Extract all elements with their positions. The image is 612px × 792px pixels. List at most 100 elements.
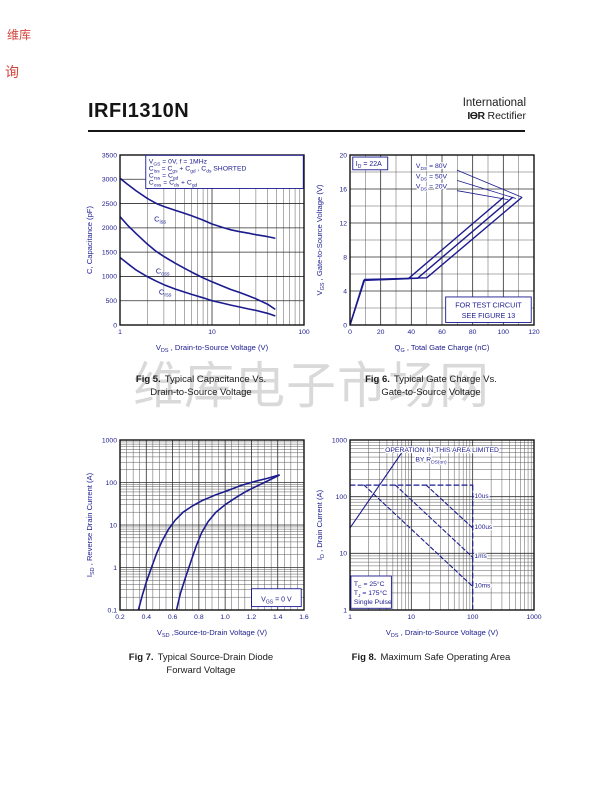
series-rdson-limit [350, 452, 403, 529]
svg-text:TJ = 175°C: TJ = 175°C [354, 589, 387, 599]
fig5-caption: Fig 5. Typical Capacitance Vs. Drain-to-S… [135, 374, 267, 398]
svg-text:0.1: 0.1 [108, 607, 118, 614]
plot-frame [119, 439, 305, 611]
svg-text:0.4: 0.4 [142, 614, 152, 621]
svg-text:10: 10 [208, 329, 216, 336]
svg-text:0: 0 [113, 322, 117, 329]
svg-text:0: 0 [348, 329, 352, 336]
series-VDS=80V [350, 196, 523, 325]
svg-text:ID = 22A: ID = 22A [356, 161, 382, 170]
svg-text:16: 16 [339, 186, 347, 193]
chart-label: Coss [156, 267, 170, 278]
site-watermark: 维库电子市场网 [133, 357, 490, 415]
svg-text:8: 8 [343, 254, 347, 261]
svg-text:2500: 2500 [102, 201, 117, 208]
svg-text:1000: 1000 [102, 274, 117, 281]
svg-text:3000: 3000 [102, 177, 117, 184]
fig6-label: Fig 6. [365, 374, 390, 385]
svg-text:SEE FIGURE 13: SEE FIGURE 13 [462, 311, 516, 320]
chart-label: 10us [475, 493, 490, 500]
svg-text:1000: 1000 [332, 437, 347, 444]
header-rule [88, 130, 525, 132]
svg-text:0: 0 [343, 322, 347, 329]
svg-text:VGS = 0V, f = 1MHz: VGS = 0V, f = 1MHz [149, 159, 208, 168]
fig7-label: Fig 7. [128, 652, 154, 663]
svg-text:4: 4 [343, 288, 347, 295]
svg-text:1.4: 1.4 [273, 614, 283, 621]
svg-text:10: 10 [109, 522, 117, 529]
series [350, 169, 523, 325]
chart-label: VDS = 50V [416, 173, 448, 182]
svg-text:10: 10 [339, 551, 347, 558]
svg-text:40: 40 [408, 329, 416, 336]
series-10ms-limit [363, 484, 474, 588]
series-Ciss [120, 177, 276, 239]
series-TJ-25C [175, 474, 280, 610]
svg-text:TC = 25°C: TC = 25°C [354, 580, 385, 590]
series-Coss [120, 215, 276, 310]
brand-international: International [462, 97, 526, 109]
svg-text:1: 1 [118, 329, 122, 336]
svg-text:1.2: 1.2 [247, 614, 257, 621]
annotation-box: ID = 22A [352, 156, 389, 171]
series-leader-50V [456, 180, 517, 199]
svg-text:60: 60 [438, 329, 446, 336]
svg-text:500: 500 [106, 298, 118, 305]
series-leader-20V [456, 190, 509, 200]
svg-text:1.0: 1.0 [220, 614, 230, 621]
x-axis-title: VSD ,Source-to-Drain Voltage (V) [157, 628, 268, 639]
ir-logo: International IƟR Rectifier [463, 97, 526, 123]
svg-text:Ciss = Cgs + Cgd , Cds SHORT: Ciss = Cgs + Cgd , Cds SHORTED [149, 166, 247, 175]
svg-text:FOR TEST CIRCUIT: FOR TEST CIRCUIT [455, 301, 522, 310]
ior-logo-mark: IƟR [467, 110, 485, 122]
svg-text:1: 1 [348, 614, 352, 621]
y-axis-title: C, Capacitance (pF) [85, 206, 94, 274]
grid [119, 439, 305, 611]
y-axis-title: VGS , Gate-to-Source Voltage (V) [315, 184, 326, 295]
x-axis-title: VDS , Drain-to-Source Voltage (V) [156, 343, 269, 354]
red-stamp-bottom: 询 [5, 65, 19, 81]
series-1ms-limit [394, 484, 474, 558]
svg-text:VGS = 0 V: VGS = 0 V [261, 596, 292, 605]
svg-text:1.6: 1.6 [299, 614, 309, 621]
svg-text:100: 100 [336, 494, 348, 501]
chart-label: 10ms [475, 583, 492, 590]
chart-label: 100us [475, 524, 493, 531]
svg-text:80: 80 [469, 329, 477, 336]
chart-label: VDS = 80V [416, 163, 448, 172]
chart-label: BY RDS(on) [415, 456, 447, 465]
fig5-label: Fig 5. [135, 374, 161, 385]
svg-text:0.6: 0.6 [168, 614, 178, 621]
svg-text:12: 12 [339, 220, 347, 227]
svg-text:1: 1 [113, 565, 117, 572]
fig7-caption: Fig 7. Typical Source-Drain Diode Forward… [128, 652, 274, 676]
fig8-label: Fig 8. [351, 652, 377, 663]
svg-text:120: 120 [528, 329, 540, 336]
svg-text:100: 100 [106, 480, 118, 487]
svg-text:100: 100 [498, 329, 510, 336]
y-axis-title: ISD , Reverse Drain Current (A) [85, 472, 96, 577]
svg-text:1000: 1000 [526, 614, 541, 621]
chart-label: 1ms [475, 553, 488, 560]
chart-label: Crss [159, 287, 172, 298]
red-stamp-top: 维库 [7, 28, 32, 42]
svg-text:0.2: 0.2 [115, 614, 125, 621]
series [120, 177, 276, 317]
svg-text:2000: 2000 [102, 225, 117, 232]
svg-text:100: 100 [298, 329, 310, 336]
chart-label: OPERATION IN THIS AREA LIMITED [385, 447, 499, 454]
axis-ticks: 0.2 0.4 0.6 0.8 1.0 1.2 1.4 1.6 0.1 1 10 100 1000 [102, 437, 309, 621]
fig7-diode-forward-voltage-chart: VGS = 0 V 0.2 0.4 0.6 0.8 1.0 1.2 1.4 1.6 0.1 1 10 1… [85, 437, 309, 639]
svg-text:1: 1 [343, 607, 347, 614]
svg-text:10: 10 [408, 614, 416, 621]
brand-rectifier: Rectifier [487, 110, 526, 122]
annotation-box: VGS = 0 V [251, 588, 302, 608]
fig8-caption: Fig 8. Maximum Safe Operating Area [351, 652, 511, 663]
brand-rectifier-line: IƟR Rectifier [463, 110, 526, 123]
